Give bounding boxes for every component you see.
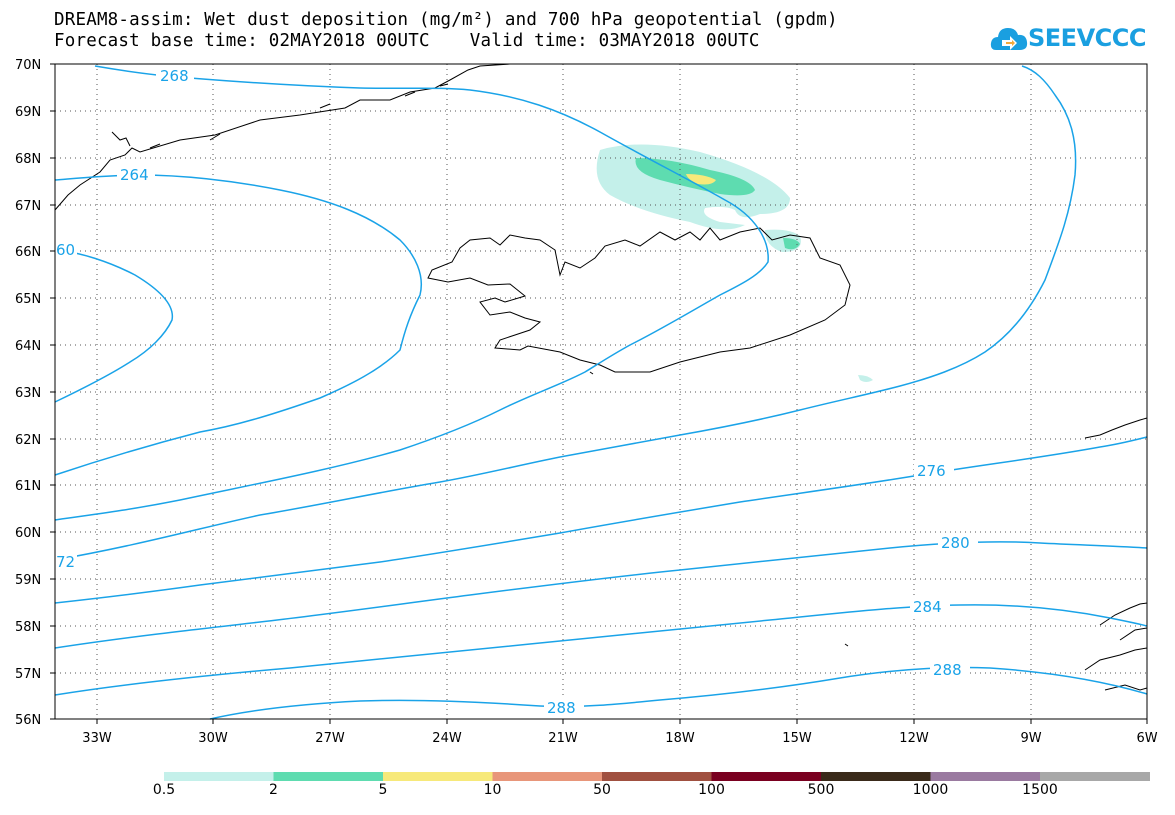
axis-ticks (50, 63, 1148, 724)
legend-swatch (602, 772, 712, 781)
contour-label-268: 268 (160, 67, 189, 85)
lon-label-30w: 30W (198, 731, 228, 746)
logo-text: SEEVCCC (1028, 24, 1147, 52)
legend-colorbar (164, 772, 1150, 781)
contour-260 (54, 249, 174, 403)
forecast-base-time: Forecast base time: 02MAY2018 00UTC (54, 31, 430, 51)
contour-label-272: 72 (56, 553, 75, 571)
contour-labels: 268 264 60 72 276 280 284 288 288 (55, 66, 978, 717)
legend-label: 1500 (1022, 782, 1058, 798)
contour-264 (54, 174, 422, 476)
legend-label: 2 (269, 782, 278, 798)
contour-280 (54, 541, 1148, 649)
legend-label: 5 (378, 782, 388, 798)
lon-label-27w: 27W (315, 731, 345, 746)
legend-label: 50 (593, 782, 611, 798)
lat-label-65n: 65N (15, 292, 41, 307)
lon-label-15w: 15W (782, 731, 812, 746)
lat-label-67n: 67N (15, 199, 41, 214)
legend-label: 500 (807, 782, 835, 798)
contour-268 (54, 65, 769, 521)
legend-swatch (711, 772, 822, 781)
map-title: DREAM8-assim: Wet dust deposition (mg/m²… (54, 10, 838, 30)
contour-label-264: 264 (120, 166, 149, 184)
legend-label: 10 (483, 782, 502, 798)
lat-label-56n: 56N (15, 713, 41, 728)
greenland-coast-fjords (111, 83, 449, 149)
greenland-coast (54, 63, 511, 211)
legend-label: 0.5 (152, 782, 176, 798)
legend-swatch (930, 772, 1041, 781)
seevccc-logo: SEEVCCC (990, 22, 1150, 56)
iceland-coast (427, 227, 851, 373)
lon-label-9w: 9W (1020, 731, 1041, 746)
lat-label-57n: 57N (15, 667, 41, 682)
dust-deposition-shading (596, 144, 873, 382)
lon-label-33w: 33W (82, 731, 112, 746)
coastlines (54, 63, 1148, 691)
lat-label-62n: 62N (15, 433, 41, 448)
lon-label-21w: 21W (548, 731, 578, 746)
lon-label-24w: 24W (432, 731, 462, 746)
lat-label-64n: 64N (15, 339, 41, 354)
faroe-scotland-coast (1084, 602, 1148, 691)
lat-label-58n: 58N (15, 620, 41, 635)
contour-276 (54, 436, 1148, 604)
cloud-logo-icon (990, 28, 1028, 50)
lon-label-6w: 6W (1136, 731, 1157, 746)
lat-label-66n: 66N (15, 245, 41, 260)
contour-284 (54, 604, 1148, 696)
legend-swatch (492, 772, 603, 781)
contour-label-288-south: 288 (547, 699, 576, 717)
legend-swatch (164, 772, 274, 781)
legend-swatch (383, 772, 493, 781)
lat-label-60n: 60N (15, 526, 41, 541)
contour-e (54, 65, 1077, 561)
geopotential-contours (54, 65, 1148, 720)
contour-label-276: 276 (917, 462, 946, 480)
contour-label-280: 280 (941, 534, 970, 552)
norway-coast (1084, 417, 1148, 439)
contour-label-284: 284 (913, 598, 942, 616)
lon-label-18w: 18W (665, 731, 695, 746)
lat-label-69n: 69N (15, 105, 41, 120)
latitude-labels: 70N 69N 68N 67N 66N 65N 64N 63N 62N 61N … (15, 58, 41, 728)
legend-label: 1000 (912, 782, 949, 798)
lat-label-68n: 68N (15, 152, 41, 167)
legend-swatch (821, 772, 931, 781)
legend-label: 100 (698, 782, 725, 798)
contour-label-260: 60 (56, 241, 75, 259)
lat-label-61n: 61N (15, 479, 41, 494)
map-subtitle: Forecast base time: 02MAY2018 00UTC Valid… (54, 31, 760, 51)
small-islands (589, 371, 849, 647)
lon-label-12w: 12W (899, 731, 929, 746)
lat-label-70n: 70N (15, 58, 41, 73)
lat-label-59n: 59N (15, 573, 41, 588)
longitude-labels: 33W 30W 27W 24W 21W 18W 15W 12W 9W 6W (82, 731, 1157, 746)
lat-label-63n: 63N (15, 386, 41, 401)
legend-swatch (273, 772, 384, 781)
legend-swatch (1040, 772, 1150, 781)
contour-288 (209, 666, 1148, 720)
valid-time: Valid time: 03MAY2018 00UTC (469, 31, 760, 51)
contour-label-288-east: 288 (933, 661, 962, 679)
